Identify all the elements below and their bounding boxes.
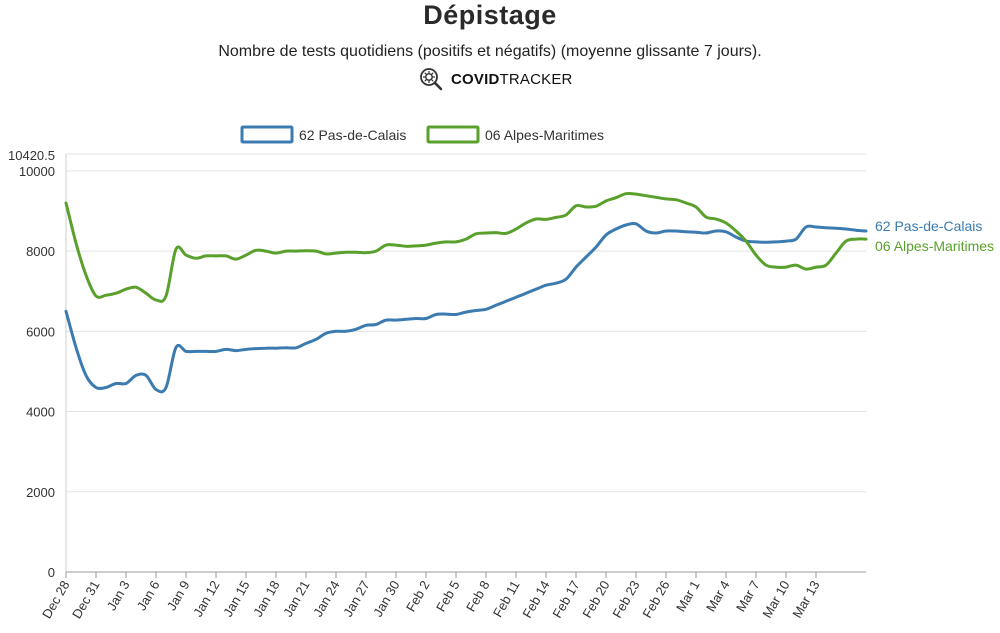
legend: 62 Pas-de-Calais 06 Alpes-Maritimes — [240, 125, 604, 144]
x-tick-label: Jan 21 — [280, 578, 313, 619]
x-tick-label: Jan 18 — [250, 578, 283, 619]
x-tick-label: Mar 7 — [733, 578, 763, 614]
x-tick-label: Jan 24 — [310, 578, 343, 619]
x-tick-label: Mar 4 — [703, 578, 733, 614]
x-tick-label: Jan 27 — [340, 578, 373, 619]
x-tick-label: Jan 15 — [220, 578, 253, 619]
x-tick-label: Jan 6 — [134, 578, 163, 613]
page-title: Dépistage — [423, 0, 557, 30]
grid — [66, 153, 866, 573]
x-tick-label: Feb 23 — [609, 578, 642, 621]
y-tick-label: 10420.5 — [8, 148, 55, 163]
x-tick-label: Jan 30 — [370, 578, 403, 619]
x-tick-label: Feb 26 — [639, 578, 672, 621]
x-tick-label: Mar 13 — [789, 578, 822, 621]
x-tick-label: Feb 5 — [433, 578, 463, 614]
legend-label-1[interactable]: 06 Alpes-Maritimes — [485, 127, 604, 143]
y-tick-label: 6000 — [26, 324, 55, 339]
series-end-label-0: 62 Pas-de-Calais — [875, 218, 982, 234]
x-tick-label: Feb 17 — [549, 578, 582, 621]
legend-swatch-1[interactable] — [426, 125, 480, 144]
y-tick-label: 10000 — [19, 164, 55, 179]
x-tick-label: Dec 28 — [39, 578, 73, 621]
virus-magnifier-icon — [420, 68, 443, 91]
x-tick-label: Jan 9 — [164, 578, 193, 613]
x-tick-label: Feb 11 — [490, 578, 523, 620]
series-end-labels: 62 Pas-de-Calais 06 Alpes-Maritimes — [875, 218, 994, 254]
legend-swatch-0[interactable] — [240, 125, 294, 144]
x-tick-label: Feb 20 — [579, 578, 612, 621]
series-end-label-1: 06 Alpes-Maritimes — [875, 238, 994, 254]
x-tick-label: Jan 12 — [190, 578, 223, 619]
y-tick-label: 4000 — [26, 405, 55, 420]
y-tick-label: 8000 — [26, 244, 55, 259]
brand-rest: TRACKER — [499, 70, 573, 88]
x-tick-label: Dec 31 — [69, 578, 103, 621]
covidtracker-brand[interactable]: COVIDTRACKER — [418, 66, 573, 92]
y-tick-label: 0 — [48, 565, 55, 580]
x-tick-label: Mar 10 — [759, 578, 792, 621]
x-tick-label: Feb 8 — [463, 578, 493, 614]
chart-subtitle: Nombre de tests quotidiens (positifs et … — [218, 43, 762, 60]
x-tick-label: Feb 2 — [403, 578, 433, 614]
series-line-1[interactable] — [64, 191, 868, 303]
series-line-0[interactable] — [64, 221, 868, 394]
legend-label-0[interactable]: 62 Pas-de-Calais — [299, 127, 406, 143]
y-tick-label: 2000 — [26, 485, 55, 500]
x-tick-label: Mar 1 — [673, 578, 703, 614]
x-tick-label: Jan 3 — [104, 578, 133, 613]
brand-bold: COVID — [451, 70, 500, 88]
series-lines — [64, 191, 868, 394]
x-tick-label: Feb 14 — [519, 578, 552, 621]
brand-label: COVIDTRACKER — [451, 71, 573, 88]
